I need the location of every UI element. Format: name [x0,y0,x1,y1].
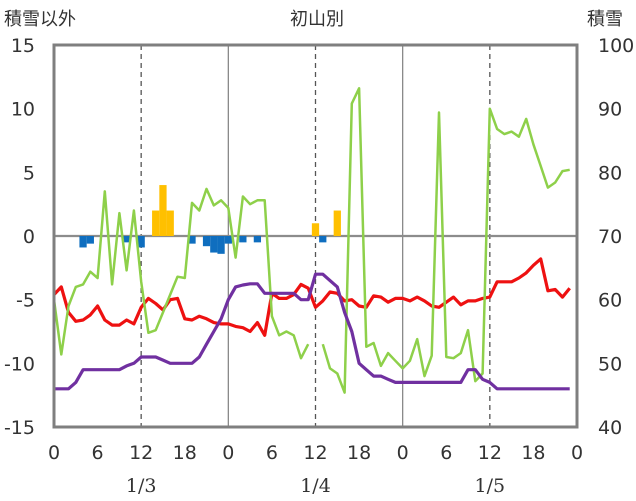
bar-orange [166,210,174,236]
x-tick-label: 6 [440,442,452,464]
left-axis-label: 積雪以外 [4,9,76,30]
right-axis-label: 積雪 [587,9,623,30]
left-tick-label: 0 [23,226,35,248]
bar-blue [239,236,247,243]
bar-blue [217,236,225,254]
x-tick-label: 0 [397,442,409,464]
x-tick-label: 0 [222,442,234,464]
left-tick-label: -5 [16,290,35,312]
date-label: 1/5 [475,475,506,497]
x-tick-label: 0 [48,442,60,464]
bar-blue [202,236,211,247]
bar-orange [159,185,167,236]
right-tick-label: 50 [598,353,622,375]
series-line-purple [54,272,570,391]
x-tick-label: 12 [303,442,327,464]
bar-blue [224,236,232,244]
date-label: 1/3 [126,475,157,497]
bar-blue [319,236,327,243]
right-tick-label: 70 [598,226,622,248]
bar-orange [333,210,341,236]
date-label: 1/4 [300,475,331,497]
x-tick-label: 6 [266,442,278,464]
bar-blue [253,236,262,243]
right-tick-label: 100 [598,35,634,57]
bar-blue [123,236,131,243]
chart-title: 初山別 [290,9,344,30]
bar-blue [86,236,94,244]
left-tick-label: -10 [4,353,35,375]
left-tick-label: 10 [11,99,35,121]
bar-blue [210,236,218,253]
right-tick-label: 40 [598,417,622,439]
bar-blue [137,236,145,248]
bar-blue [188,236,196,244]
x-tick-label: 18 [521,442,545,464]
series-line-green-segment [321,87,570,394]
x-tick-label: 18 [173,442,197,464]
left-tick-label: -15 [4,417,35,439]
x-tick-label: 18 [347,442,371,464]
bar-orange [152,210,160,236]
plot-frame [52,43,579,429]
x-tick-label: 12 [129,442,153,464]
series-line-green [52,187,310,360]
left-tick-label: 15 [11,35,35,57]
x-tick-label: 12 [478,442,502,464]
x-tick-label: 6 [92,442,104,464]
x-tick-label: 0 [571,442,583,464]
right-tick-label: 90 [598,99,622,121]
bar-blue [79,236,87,248]
left-tick-label: 5 [23,162,35,184]
right-tick-label: 60 [598,290,622,312]
series-line-red [52,257,571,337]
right-tick-label: 80 [598,162,622,184]
bar-orange [311,223,320,236]
